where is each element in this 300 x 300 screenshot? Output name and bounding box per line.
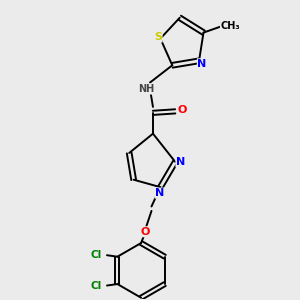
Text: Cl: Cl xyxy=(91,281,102,291)
Text: NH: NH xyxy=(138,84,154,94)
Text: O: O xyxy=(141,227,150,237)
Text: N: N xyxy=(155,188,164,198)
Text: N: N xyxy=(176,157,185,167)
Text: S: S xyxy=(154,32,162,42)
Text: N: N xyxy=(197,59,207,69)
Text: Cl: Cl xyxy=(91,250,102,260)
Text: CH₃: CH₃ xyxy=(220,21,240,31)
Text: O: O xyxy=(177,106,187,116)
